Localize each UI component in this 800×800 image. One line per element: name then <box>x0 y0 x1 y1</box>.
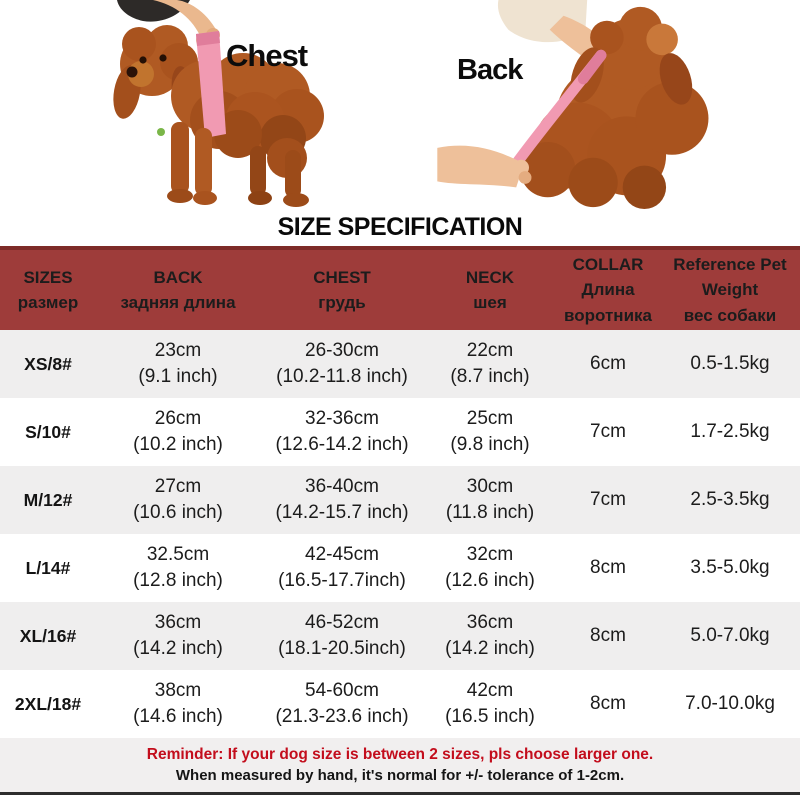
table-row-l: L/14# 32.5cm (12.8 inch) 42-45cm (16.5-1… <box>0 534 800 602</box>
header-neck: NECK шея <box>465 267 515 313</box>
size-cell: XL/16# <box>19 625 77 646</box>
chest-cell: 36-40cm (14.2-15.7 inch) <box>275 475 409 523</box>
collar-cell: 8cm <box>590 624 626 646</box>
header-back: BACK задняя длина <box>120 267 236 313</box>
chest-cell: 32-36cm (12.6-14.2 inch) <box>275 407 409 455</box>
neck-cell: 30cm (11.8 inch) <box>445 475 535 523</box>
chest-cell: 46-52cm (18.1-20.5inch) <box>278 611 406 659</box>
bottom-divider <box>0 792 800 795</box>
size-cell: L/14# <box>25 557 71 578</box>
size-cell: S/10# <box>25 421 71 442</box>
collar-cell: 7cm <box>590 488 626 510</box>
collar-cell: 8cm <box>590 556 626 578</box>
weight-cell: 0.5-1.5kg <box>690 352 770 374</box>
measurement-illustrations: Chest <box>0 0 800 212</box>
back-cell: 38cm (14.6 inch) <box>133 679 223 727</box>
weight-cell: 5.0-7.0kg <box>690 624 770 646</box>
header-weight: Reference Pet Weight вес собаки <box>673 254 787 325</box>
neck-cell: 42cm (16.5 inch) <box>445 679 535 727</box>
footer-note: Reminder: If your dog size is between 2 … <box>0 738 800 792</box>
back-measure-dog-illustration <box>437 0 709 210</box>
size-cell: M/12# <box>23 489 73 510</box>
reminder-text: Reminder: If your dog size is between 2 … <box>146 746 654 763</box>
back-label: Back <box>457 54 523 86</box>
chest-cell: 54-60cm (21.3-23.6 inch) <box>275 679 409 727</box>
size-cell: 2XL/18# <box>14 693 82 714</box>
table-row-s: S/10# 26cm (10.2 inch) 32-36cm (12.6-14.… <box>0 398 800 466</box>
table-row-xs: XS/8# 23cm (9.1 inch) 26-30cm (10.2-11.8… <box>0 330 800 398</box>
weight-cell: 1.7-2.5kg <box>690 420 770 442</box>
back-cell: 23cm (9.1 inch) <box>138 339 218 387</box>
chest-cell: 42-45cm (16.5-17.7inch) <box>278 543 406 591</box>
neck-cell: 25cm (9.8 inch) <box>450 407 530 455</box>
back-cell: 36cm (14.2 inch) <box>133 611 223 659</box>
size-cell: XS/8# <box>24 353 72 374</box>
chest-cell: 26-30cm (10.2-11.8 inch) <box>276 339 408 387</box>
neck-cell: 32cm (12.6 inch) <box>445 543 535 591</box>
collar-cell: 7cm <box>590 420 626 442</box>
chest-measure-dog-illustration <box>113 0 324 207</box>
header-chest: CHEST грудь <box>313 267 371 313</box>
collar-cell: 6cm <box>590 352 626 374</box>
chest-label: Chest <box>226 38 308 73</box>
table-row-2xl: 2XL/18# 38cm (14.6 inch) 54-60cm (21.3-2… <box>0 670 800 738</box>
tolerance-text: When measured by hand, it's normal for +… <box>175 767 625 784</box>
table-row-xl: XL/16# 36cm (14.2 inch) 46-52cm (18.1-20… <box>0 602 800 670</box>
header-sizes: SIZES размер <box>17 267 79 313</box>
table-header-row: SIZES размер BACK задняя длина CHEST гру… <box>0 246 800 330</box>
table-row-m: M/12# 27cm (10.6 inch) 36-40cm (14.2-15.… <box>0 466 800 534</box>
weight-cell: 2.5-3.5kg <box>690 488 770 510</box>
measuring-tape <box>196 31 226 138</box>
neck-cell: 36cm (14.2 inch) <box>445 611 535 659</box>
weight-cell: 3.5-5.0kg <box>690 556 770 578</box>
weight-cell: 7.0-10.0kg <box>685 692 775 714</box>
size-table: SIZES размер BACK задняя длина CHEST гру… <box>0 246 800 738</box>
collar-cell: 8cm <box>590 692 626 714</box>
back-cell: 32.5cm (12.8 inch) <box>133 543 223 591</box>
header-collar: COLLAR Длина воротника <box>564 254 652 325</box>
back-cell: 26cm (10.2 inch) <box>133 407 223 455</box>
back-cell: 27cm (10.6 inch) <box>133 475 223 523</box>
neck-cell: 22cm (8.7 inch) <box>450 339 530 387</box>
page-title: SIZE SPECIFICATION <box>277 213 523 241</box>
